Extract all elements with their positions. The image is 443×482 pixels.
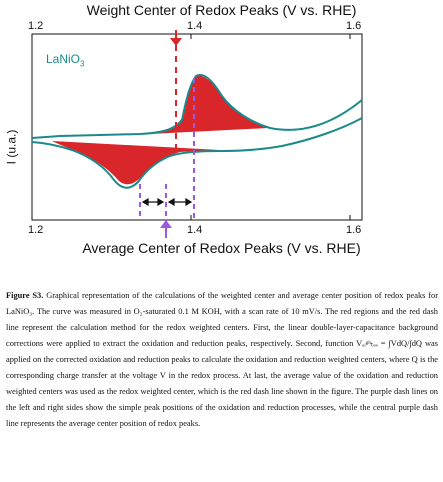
plot-frame — [31, 33, 363, 221]
figure-caption: Figure S3. Graphical representation of t… — [6, 288, 438, 432]
double-arrow-right — [167, 197, 193, 207]
bottom-tick-3: 1.6 — [346, 224, 362, 236]
top-axis-title: Weight Center of Redox Peaks (V vs. RHE) — [86, 2, 357, 18]
bottom-axis-title: Average Center of Redox Peaks (V vs. RHE… — [82, 240, 361, 256]
cv-lower-curve — [31, 117, 363, 189]
legend-sub: 3 — [80, 59, 85, 69]
figure: Weight Center of Redox Peaks (V vs. RHE)… — [4, 2, 363, 256]
top-tick-2: 1.4 — [187, 20, 203, 32]
legend-main: LaNiO — [46, 52, 81, 66]
cv-upper-curve — [31, 74, 363, 139]
caption-text: Graphical representation of the calculat… — [6, 291, 438, 428]
reduction-peak-fill — [52, 141, 238, 185]
caption-label: Figure S3. — [6, 291, 44, 300]
double-arrow-left — [141, 197, 165, 207]
oxidation-peak-fill — [150, 75, 268, 134]
plot-svg — [31, 30, 363, 238]
top-tick-1: 1.2 — [28, 20, 44, 32]
top-tick-3: 1.6 — [346, 20, 362, 32]
bottom-tick-1: 1.2 — [28, 224, 44, 236]
legend: LaNiO3 — [46, 52, 84, 68]
bottom-tick-2: 1.4 — [187, 224, 203, 236]
y-axis-label: I (u.a.) — [4, 129, 19, 165]
